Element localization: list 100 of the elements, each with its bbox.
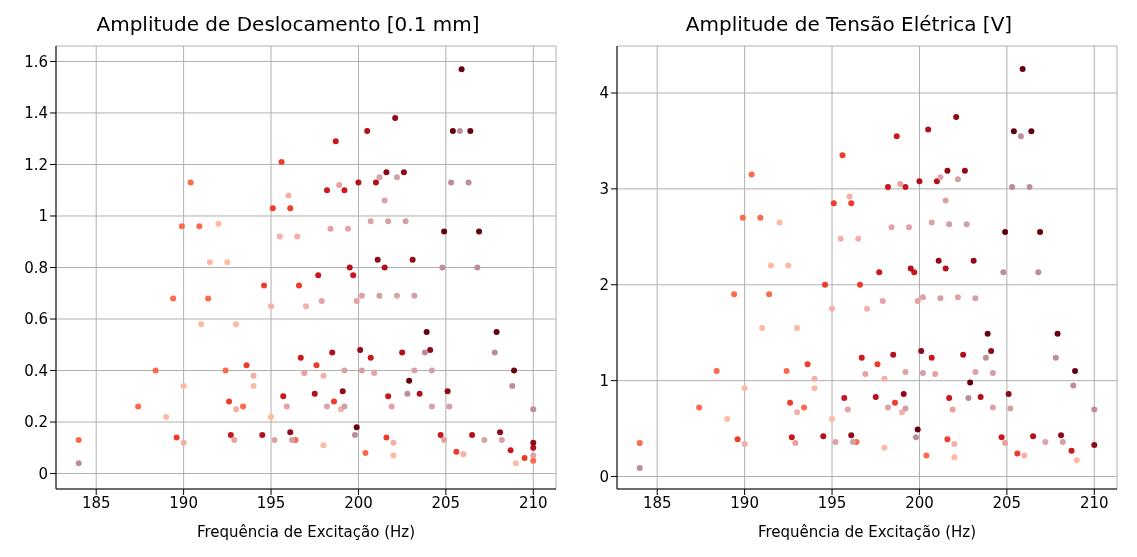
point: [829, 305, 836, 312]
point: [173, 434, 180, 441]
point: [1007, 405, 1014, 412]
point: [135, 403, 142, 410]
point: [163, 413, 170, 420]
point: [303, 303, 309, 310]
y-tick-label: 0.2: [24, 413, 48, 432]
point: [857, 281, 864, 288]
point: [734, 436, 741, 443]
point: [460, 451, 467, 458]
point: [446, 403, 453, 410]
point: [206, 259, 213, 266]
point: [855, 235, 862, 242]
point: [411, 367, 418, 374]
point: [444, 388, 451, 395]
point: [918, 347, 925, 354]
point: [353, 424, 360, 431]
point: [741, 385, 748, 392]
point: [491, 349, 498, 356]
point: [507, 447, 514, 454]
point: [989, 404, 996, 411]
point: [1037, 229, 1044, 236]
point: [984, 330, 991, 337]
point: [794, 324, 801, 331]
y-tick-label: 1: [599, 371, 609, 390]
point: [280, 393, 287, 400]
point: [739, 214, 746, 221]
point: [376, 292, 383, 299]
point: [428, 367, 435, 374]
point: [759, 324, 766, 331]
point: [371, 370, 378, 377]
point: [467, 127, 474, 134]
point: [988, 347, 995, 354]
point: [1005, 391, 1012, 398]
point: [1002, 439, 1009, 446]
point: [381, 197, 388, 204]
point: [788, 434, 795, 441]
point: [829, 416, 836, 422]
point: [287, 429, 294, 436]
point: [318, 297, 325, 304]
chart-title: Amplitude de Deslocamento [0.1 mm]: [95, 11, 481, 38]
y-tick-label: 1.6: [24, 52, 48, 71]
point: [399, 349, 406, 356]
x-tick-label: 185: [642, 493, 672, 512]
point: [914, 298, 921, 305]
point: [811, 375, 818, 382]
point: [858, 354, 865, 361]
point: [1058, 432, 1065, 439]
point: [362, 449, 369, 456]
point: [283, 403, 290, 410]
point: [1002, 229, 1009, 236]
point: [949, 406, 956, 413]
point: [872, 393, 879, 400]
point: [351, 431, 358, 438]
point: [196, 223, 203, 230]
point: [879, 298, 886, 305]
point: [960, 351, 967, 358]
point: [898, 409, 905, 416]
point: [332, 138, 339, 145]
point: [953, 113, 960, 120]
point: [923, 452, 930, 459]
point: [1091, 406, 1098, 413]
point: [383, 434, 390, 441]
point: [776, 219, 783, 226]
point: [928, 219, 935, 226]
point: [276, 233, 283, 240]
point: [881, 375, 888, 382]
point: [811, 385, 818, 392]
point: [820, 433, 827, 440]
point: [271, 437, 278, 444]
point: [297, 354, 304, 361]
point: [411, 292, 418, 299]
point: [372, 179, 379, 186]
point: [170, 295, 177, 302]
point: [511, 367, 518, 374]
point: [152, 367, 159, 374]
y-tick-label: 0: [599, 467, 609, 486]
point: [874, 361, 881, 368]
point: [180, 439, 187, 446]
point: [1073, 457, 1080, 464]
point: [848, 432, 855, 439]
point: [367, 218, 374, 225]
x-tick-label: 190: [169, 493, 198, 512]
point: [946, 221, 953, 228]
point: [441, 437, 448, 444]
point: [294, 233, 301, 240]
point: [935, 257, 942, 264]
point: [497, 429, 504, 436]
point: [977, 393, 984, 400]
point: [989, 369, 996, 376]
point: [832, 439, 839, 446]
point: [766, 291, 773, 298]
point: [731, 291, 738, 298]
point: [364, 127, 371, 134]
point: [862, 370, 869, 377]
point: [876, 269, 883, 276]
point: [392, 115, 399, 122]
point: [315, 272, 322, 279]
x-tick-label: 195: [817, 493, 847, 512]
point: [530, 444, 537, 451]
